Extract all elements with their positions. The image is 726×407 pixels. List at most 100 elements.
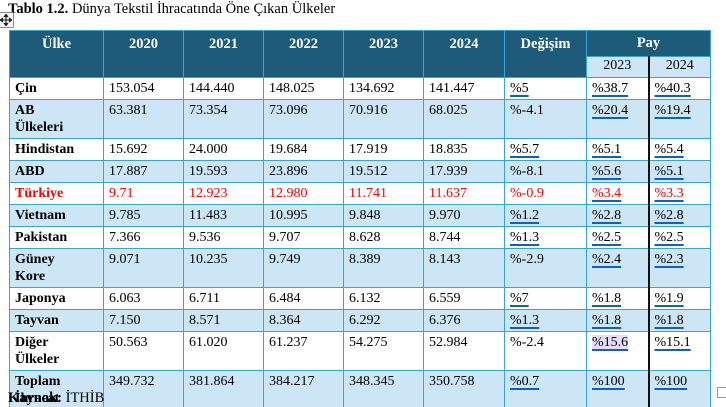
linked-value[interactable]: %100 — [592, 374, 625, 389]
value-cell-2023: 8.389 — [343, 248, 424, 288]
value-cell-2022: 6.484 — [263, 287, 344, 310]
value-cell-2020: 7.150 — [103, 309, 184, 332]
value-cell-2023: 54.275 — [343, 331, 424, 371]
change-cell: %5 — [504, 77, 587, 100]
value-cell-2024: 8.143 — [423, 248, 505, 288]
linked-value[interactable]: %5.4 — [654, 142, 684, 157]
share-2024-cell: %5.4 — [647, 138, 712, 161]
value-cell-2021: 6.711 — [183, 287, 264, 310]
table-row: Japonya 6.063 6.711 6.484 6.132 6.559 %7… — [9, 287, 712, 310]
country-cell: ABD — [9, 160, 104, 183]
linked-value[interactable]: %0.7 — [510, 374, 540, 389]
linked-value[interactable]: %7 — [510, 291, 529, 306]
linked-value[interactable]: %2.8 — [654, 208, 684, 223]
linked-value[interactable]: %1.9 — [654, 291, 684, 306]
value-cell-2020: 9.785 — [103, 204, 184, 227]
country-cell: Çin — [9, 77, 104, 100]
linked-value[interactable]: %1.8 — [592, 313, 622, 328]
value-cell-2021: 10.235 — [183, 248, 264, 288]
linked-value[interactable]: %1.8 — [654, 313, 684, 328]
linked-value[interactable]: %3.3 — [654, 186, 684, 201]
share-2024-cell: %5.1 — [647, 160, 712, 183]
value-cell-2022: 19.684 — [263, 138, 344, 161]
source-text: İTHİB — [62, 390, 105, 406]
value-cell-2021: 19.593 — [183, 160, 264, 183]
table-row: Vietnam 9.785 11.483 10.995 9.848 9.970 … — [9, 204, 712, 227]
table-header: Ülke 2020 2021 2022 2023 2024 Değişim Pa… — [9, 29, 712, 78]
value-cell-2023: 70.916 — [343, 99, 424, 139]
linked-value[interactable]: %2.3 — [654, 252, 684, 267]
value-cell-2024: 6.559 — [423, 287, 505, 310]
value-cell-2021: 11.483 — [183, 204, 264, 227]
share-2023-cell: %1.8 — [586, 287, 650, 310]
value-cell-2022: 73.096 — [263, 99, 344, 139]
linked-value[interactable]: %1.3 — [510, 230, 540, 245]
four-way-arrow-icon — [0, 14, 12, 26]
country-cell: Türkiye — [9, 182, 104, 205]
value-cell-2021: 61.020 — [183, 331, 264, 371]
change-cell: %1.3 — [504, 226, 587, 249]
value-cell-2022: 8.364 — [263, 309, 344, 332]
linked-value[interactable]: %15.1 — [654, 335, 691, 350]
linked-value[interactable]: %2.8 — [592, 208, 622, 223]
value-cell-2024: 350.758 — [423, 370, 505, 407]
share-2023-cell: %2.4 — [586, 248, 650, 288]
linked-value[interactable]: %3.4 — [592, 186, 622, 201]
linked-value[interactable]: %15.6 — [592, 335, 629, 350]
linked-value[interactable]: %5.1 — [592, 142, 622, 157]
textile-exports-table: Ülke 2020 2021 2022 2023 2024 Değişim Pa… — [9, 29, 712, 407]
linked-value[interactable]: %5.1 — [654, 164, 684, 179]
linked-value[interactable]: %2.5 — [654, 230, 684, 245]
share-2024-cell: %2.3 — [647, 248, 712, 288]
value-cell-2021: 144.440 — [183, 77, 264, 100]
value-cell-2022: 9.749 — [263, 248, 344, 288]
linked-value[interactable]: %20.4 — [592, 103, 629, 118]
linked-value[interactable]: %5.7 — [510, 142, 540, 157]
table-row: Çin 153.054 144.440 148.025 134.692 141.… — [9, 77, 712, 100]
linked-value[interactable]: %5.6 — [592, 164, 622, 179]
value-cell-2020: 9.071 — [103, 248, 184, 288]
linked-value[interactable]: %19.4 — [654, 103, 691, 118]
value-cell-2021: 24.000 — [183, 138, 264, 161]
share-2023-cell: %1.8 — [586, 309, 650, 332]
value-cell-2023: 11.741 — [343, 182, 424, 205]
change-cell: %-2.4 — [504, 331, 587, 371]
country-cell: Japonya — [9, 287, 104, 310]
table-row: ABD 17.887 19.593 23.896 19.512 17.939 %… — [9, 160, 712, 183]
linked-value[interactable]: %38.7 — [592, 81, 629, 96]
linked-value[interactable]: %2.5 — [592, 230, 622, 245]
table-row: Hindistan 15.692 24.000 19.684 17.919 18… — [9, 138, 712, 161]
header-row: Ülke 2020 2021 2022 2023 2024 Değişim Pa… — [9, 29, 712, 78]
linked-value[interactable]: %1.2 — [510, 208, 540, 223]
table-resize-handle[interactable] — [717, 387, 726, 398]
country-cell: Toplam İhracat — [9, 370, 104, 407]
header-change: Değişim — [504, 30, 587, 78]
value-cell-2022: 9.707 — [263, 226, 344, 249]
linked-value[interactable]: %2.4 — [592, 252, 622, 267]
value-cell-2024: 9.970 — [423, 204, 505, 227]
header-share-2024: 2024 — [647, 56, 712, 78]
value-cell-2022: 148.025 — [263, 77, 344, 100]
share-2024-cell: %19.4 — [647, 99, 712, 139]
change-cell: %7 — [504, 287, 587, 310]
value-cell-2024: 17.939 — [423, 160, 505, 183]
share-2023-cell: %5.1 — [586, 138, 650, 161]
value-cell-2021: 12.923 — [183, 182, 264, 205]
value-cell-2020: 17.887 — [103, 160, 184, 183]
linked-value[interactable]: %40.3 — [654, 81, 691, 96]
share-2023-cell: %2.5 — [586, 226, 650, 249]
linked-value[interactable]: %1.3 — [510, 313, 540, 328]
table-move-handle-icon[interactable] — [0, 12, 14, 28]
value-cell-2024: 52.984 — [423, 331, 505, 371]
table-caption: Tablo 1.2. Dünya Tekstil İhracatında Öne… — [8, 1, 335, 18]
value-cell-2024: 18.835 — [423, 138, 505, 161]
header-year-2022: 2022 — [263, 30, 344, 78]
source-label: Kaynak: — [8, 390, 62, 406]
linked-value[interactable]: %5 — [510, 81, 529, 96]
linked-value[interactable]: %1.8 — [592, 291, 622, 306]
change-cell: %-8.1 — [504, 160, 587, 183]
linked-value[interactable]: %100 — [654, 374, 688, 389]
value-cell-2022: 61.237 — [263, 331, 344, 371]
country-cell: Güney Kore — [9, 248, 104, 288]
country-cell: Diğer Ülkeler — [9, 331, 104, 371]
